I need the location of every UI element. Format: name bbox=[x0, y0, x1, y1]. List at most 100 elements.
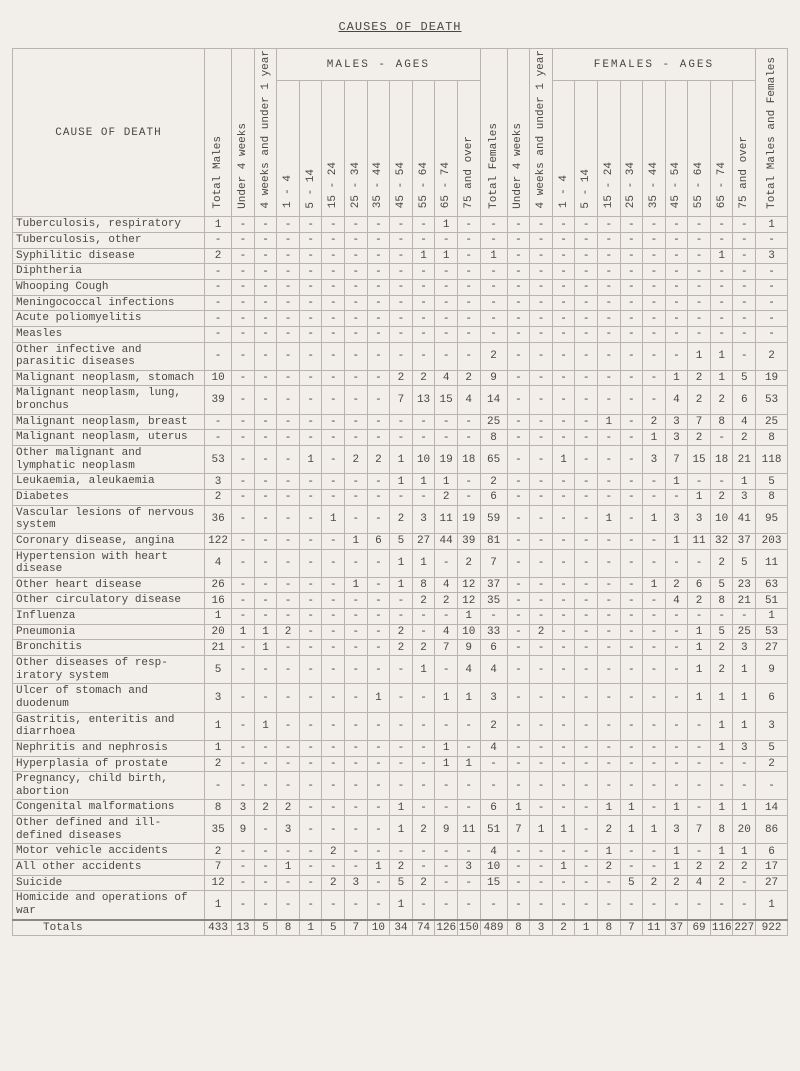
cell: - bbox=[367, 505, 390, 533]
cell: 3 bbox=[205, 684, 232, 712]
cell: - bbox=[552, 891, 575, 920]
cell: 11 bbox=[756, 549, 788, 577]
cell: 9 bbox=[457, 640, 480, 656]
cell: 1 bbox=[688, 656, 711, 684]
cell: 1 bbox=[254, 624, 277, 640]
cell: - bbox=[277, 844, 300, 860]
cell: - bbox=[552, 280, 575, 296]
cell: 10 bbox=[480, 859, 507, 875]
cell: - bbox=[620, 740, 643, 756]
table-row: Measles------------------------- bbox=[13, 326, 788, 342]
col-header: 65 - 74 bbox=[710, 81, 733, 217]
cell: - bbox=[322, 800, 345, 816]
cell: - bbox=[507, 264, 530, 280]
cell: 1 bbox=[530, 816, 553, 844]
cell: - bbox=[480, 311, 507, 327]
cell: 116 bbox=[710, 920, 733, 936]
cell: - bbox=[367, 816, 390, 844]
cell: 44 bbox=[435, 533, 458, 549]
cell: 3 bbox=[232, 800, 255, 816]
cell: 2 bbox=[688, 386, 711, 414]
cell: - bbox=[345, 474, 368, 490]
cell: - bbox=[643, 712, 666, 740]
cell: - bbox=[254, 816, 277, 844]
cell: - bbox=[710, 233, 733, 249]
cell: - bbox=[620, 446, 643, 474]
cause-label: Motor vehicle accidents bbox=[13, 844, 205, 860]
cell: - bbox=[299, 311, 322, 327]
cell: - bbox=[620, 326, 643, 342]
cell: 4 bbox=[480, 656, 507, 684]
cause-label: Acute poliomyelitis bbox=[13, 311, 205, 327]
cell: 1 bbox=[205, 740, 232, 756]
cell: 2 bbox=[412, 593, 435, 609]
cell: - bbox=[530, 891, 553, 920]
cell: - bbox=[345, 740, 368, 756]
cell: - bbox=[688, 772, 711, 800]
cell: - bbox=[299, 712, 322, 740]
page-title: CAUSES OF DEATH bbox=[12, 20, 788, 34]
cell: 2 bbox=[205, 756, 232, 772]
cell: 1 bbox=[597, 844, 620, 860]
cell: 2 bbox=[390, 859, 413, 875]
cell: - bbox=[232, 430, 255, 446]
cell: - bbox=[457, 489, 480, 505]
cell: - bbox=[507, 233, 530, 249]
cause-label: Ulcer of stomach and duodenum bbox=[13, 684, 205, 712]
cell: - bbox=[435, 772, 458, 800]
cell: - bbox=[277, 640, 300, 656]
cell: 7 bbox=[435, 640, 458, 656]
cell: - bbox=[367, 474, 390, 490]
cell: - bbox=[552, 640, 575, 656]
cell: - bbox=[254, 891, 277, 920]
cell: - bbox=[552, 800, 575, 816]
cause-label: Other heart disease bbox=[13, 577, 205, 593]
cell: - bbox=[435, 233, 458, 249]
cell: 5 bbox=[756, 474, 788, 490]
cause-label: All other accidents bbox=[13, 859, 205, 875]
table-row: Bronchitis21-1-----22796--------12327 bbox=[13, 640, 788, 656]
cell: 13 bbox=[232, 920, 255, 936]
cell: 8 bbox=[756, 430, 788, 446]
cell: - bbox=[254, 386, 277, 414]
cell: 36 bbox=[205, 505, 232, 533]
cell: 1 bbox=[390, 816, 413, 844]
cell: - bbox=[345, 217, 368, 233]
cell: - bbox=[643, 233, 666, 249]
cell: - bbox=[575, 712, 598, 740]
cell: 1 bbox=[277, 859, 300, 875]
table-row: Other circulatory disease16--------22123… bbox=[13, 593, 788, 609]
cell: - bbox=[530, 233, 553, 249]
cell: - bbox=[412, 311, 435, 327]
col-header: 4 weeks and under 1 year bbox=[254, 49, 277, 217]
cell: - bbox=[277, 489, 300, 505]
cell: - bbox=[688, 756, 711, 772]
cell: - bbox=[457, 233, 480, 249]
cell: - bbox=[665, 233, 688, 249]
cell: - bbox=[277, 370, 300, 386]
cell: - bbox=[277, 593, 300, 609]
cell: - bbox=[435, 326, 458, 342]
table-row: Pregnancy, child birth, abortion--------… bbox=[13, 772, 788, 800]
cell: - bbox=[575, 295, 598, 311]
cell: - bbox=[390, 740, 413, 756]
cause-label: Congenital malformations bbox=[13, 800, 205, 816]
cell: - bbox=[688, 474, 711, 490]
cell: - bbox=[390, 430, 413, 446]
cell: - bbox=[552, 295, 575, 311]
cell: - bbox=[507, 295, 530, 311]
cell: 126 bbox=[435, 920, 458, 936]
cell: - bbox=[254, 505, 277, 533]
cell: - bbox=[205, 414, 232, 430]
cell: 5 bbox=[710, 577, 733, 593]
cell: 122 bbox=[205, 533, 232, 549]
cell: 1 bbox=[205, 609, 232, 625]
cell: - bbox=[205, 295, 232, 311]
cell: 1 bbox=[733, 712, 756, 740]
cell: - bbox=[552, 311, 575, 327]
cell: - bbox=[345, 549, 368, 577]
cell: 1 bbox=[688, 489, 711, 505]
cell: - bbox=[322, 772, 345, 800]
cell: - bbox=[665, 489, 688, 505]
cell: 5 bbox=[710, 624, 733, 640]
